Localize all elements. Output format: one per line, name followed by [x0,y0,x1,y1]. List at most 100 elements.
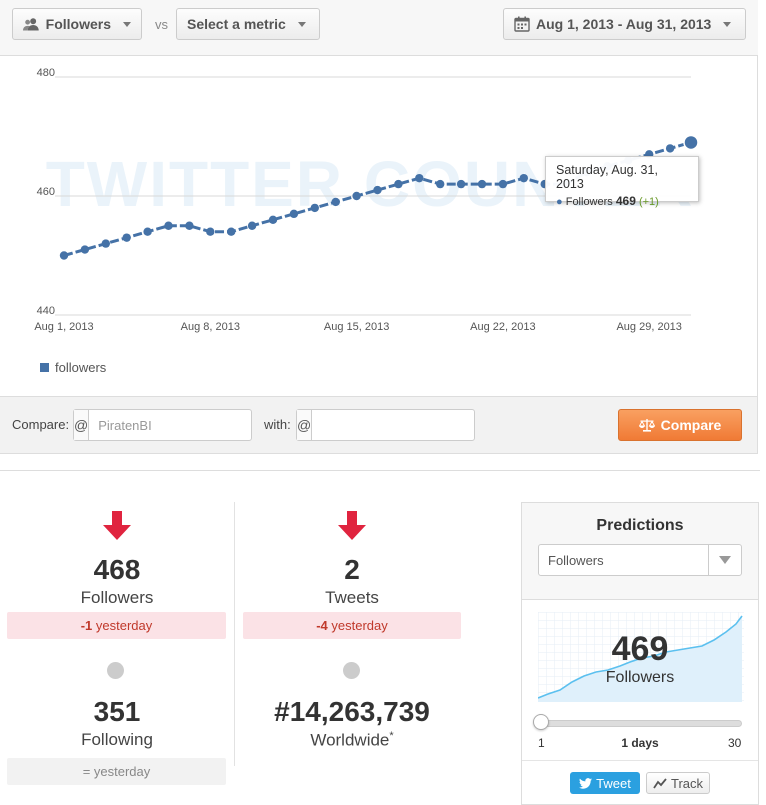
data-point [164,221,173,230]
tooltip-value: 469 [615,194,636,208]
with-label: with: [264,417,291,432]
predictions-title: Predictions [596,517,684,534]
followers-label: Followers [80,588,154,607]
track-button[interactable]: Track [646,772,710,794]
data-point [185,221,194,230]
legend-label-followers: followers [55,360,107,375]
tweets-delta: -4 yesterday [243,612,461,639]
tweets-label: Tweets [325,588,379,607]
compare-user1-input[interactable] [89,410,284,440]
neutral-dot-icon [343,662,360,679]
x-tick-label: Aug 8, 2013 [181,321,240,333]
tooltip-date: Saturday, Aug. 31, 2013 [556,163,658,191]
predictions-footer-divider [522,760,758,761]
prediction-value: 469 [611,630,669,668]
metric-dropdown-label: Followers [45,16,111,32]
followers-delta: -1 yesterday [7,612,226,639]
data-point [101,239,111,248]
data-point [268,215,278,224]
data-point [122,233,131,242]
data-point [143,227,152,236]
days-slider-track[interactable] [540,720,742,727]
y-tick-label: 480 [37,67,55,79]
tweets-count: 2 [344,554,360,585]
predictions-metric-value: Followers [548,552,604,568]
twitter-bird-icon [579,777,593,789]
section-divider [0,470,760,471]
data-point [247,221,257,230]
tooltip-dot-icon: ● [556,196,563,208]
stat-followers: 468 Followers [8,510,226,608]
compare-button[interactable]: Compare [618,409,742,441]
trend-line-icon [653,777,667,788]
compare-label: Compare: [12,417,70,432]
data-point [352,191,361,201]
y-tick-label: 440 [37,305,55,317]
following-label: Following [81,730,153,749]
chart-tooltip: Saturday, Aug. 31, 2013 ● Followers 469 … [545,156,699,208]
at-symbol: @ [74,410,90,440]
predictions-metric-select[interactable]: Followers [538,544,742,576]
predictions-panel: Predictions Followers 469 Followers 1 1 … [521,502,759,805]
data-point-highlighted [683,134,699,151]
following-count: 351 [93,696,141,727]
prediction-sparkline [538,612,744,702]
data-point [498,179,508,189]
chevron-down-icon [123,21,131,27]
metric-dropdown[interactable]: Followers [12,8,142,40]
compare-user1-input-group: @ [73,409,284,441]
followers-count: 468 [93,554,141,585]
data-point [436,179,445,189]
data-point [415,173,424,183]
x-tick-label: Aug 15, 2013 [324,321,389,333]
slider-current-label: 1 days [621,736,659,750]
at-symbol: @ [297,410,313,440]
tooltip-line: ● Followers 469 (+1) [556,194,688,208]
slider-min-label: 1 [538,736,545,750]
compare-bar: Compare: @ with: @ Compare [0,396,758,454]
worldwide-label: Worldwide [310,730,390,750]
tooltip-delta: (+1) [638,196,659,208]
followers-chart-panel: TWITTER COUNTER 480 460 440 Aug 1, 2013 Aug 8… [0,56,758,396]
column-separator [234,502,235,766]
data-point [59,251,69,260]
data-point [477,179,487,189]
vs-label: vs [155,17,168,32]
tooltip-series-label: Followers [565,196,613,208]
followers-delta-value: -1 [80,618,93,633]
date-range-picker[interactable]: Aug 1, 2013 - Aug 31, 2013 [503,8,746,40]
days-slider-handle[interactable] [533,714,549,730]
chevron-down-icon [719,556,731,564]
stat-tweets: 2 Tweets [243,510,461,608]
compare-user2-input[interactable] [312,410,507,440]
compare-button-label: Compare [660,417,722,433]
chevron-down-icon [723,21,732,27]
data-point [227,227,236,236]
data-point [289,209,299,219]
tweet-button[interactable]: Tweet [570,772,640,794]
predictions-body: 469 Followers 1 1 days 30 Tweet Track [522,599,758,804]
stat-worldwide: #14,263,739 Worldwide* [243,698,461,751]
worldwide-rank: #14,263,739 [274,696,430,727]
arrow-down-icon [103,511,131,540]
calendar-icon [514,16,530,32]
chart-legend[interactable]: followers [40,360,106,375]
data-point [331,197,340,207]
compare-metric-label: Select a metric [187,16,286,32]
data-point [394,179,403,189]
stat-following: 351 Following [8,698,226,750]
neutral-dot-icon [107,662,124,679]
data-point [519,173,528,183]
select-arrow[interactable] [708,545,741,575]
date-range-label: Aug 1, 2013 - Aug 31, 2013 [536,16,712,32]
prediction-label: Followers [605,669,675,686]
y-tick-label: 460 [37,186,55,198]
x-tick-label: Aug 1, 2013 [34,321,93,333]
compare-metric-dropdown[interactable]: Select a metric [176,8,320,40]
chevron-down-icon [297,21,306,27]
tweets-delta-suffix: yesterday [327,618,388,633]
data-point [456,179,466,189]
chart-toolbar: Followers vs Select a metric Aug 1, 2013… [0,0,758,56]
tweets-delta-value: -4 [316,618,328,633]
data-point [80,245,90,254]
